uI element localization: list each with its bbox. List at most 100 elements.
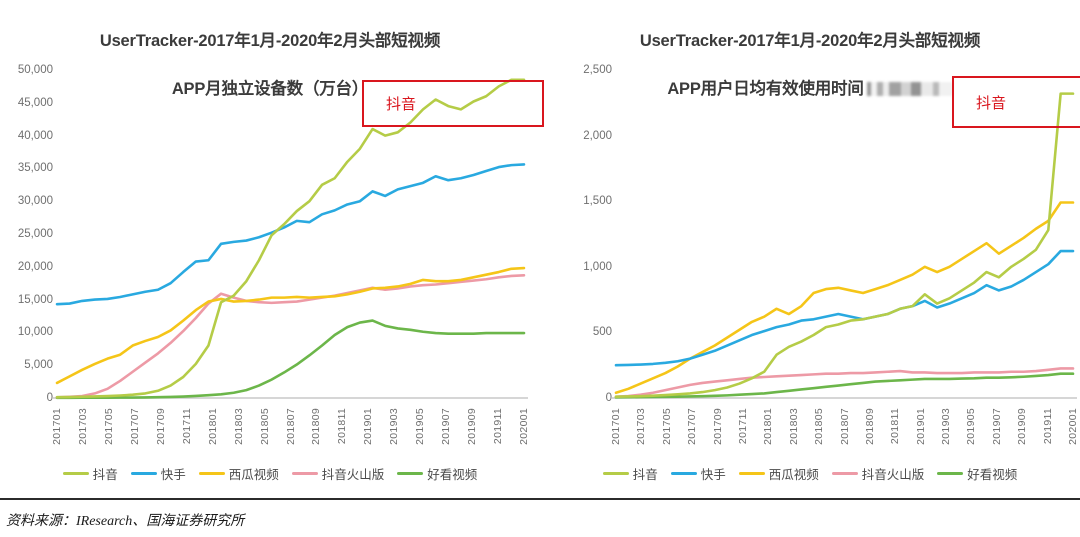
footer-divider bbox=[0, 498, 1080, 500]
legend-swatch bbox=[831, 471, 858, 476]
y-tick-label: 40,000 bbox=[17, 129, 53, 142]
y-tick-label: 1,000 bbox=[583, 260, 612, 273]
y-tick-label: 0 bbox=[46, 392, 53, 404]
legend-item[interactable]: 西瓜视频 bbox=[198, 464, 279, 483]
x-tick-label: 201809 bbox=[863, 408, 876, 445]
series-line bbox=[614, 367, 1075, 398]
legend-swatch bbox=[291, 471, 318, 476]
chart-title-left-line1: UserTracker-2017年1月-2020年2月头部短视频 bbox=[99, 31, 441, 50]
source-note: 资料来源：IResearch、国海证券研究所 bbox=[6, 514, 245, 529]
line-chart-left bbox=[53, 78, 528, 400]
series-line bbox=[55, 319, 526, 400]
x-tick-label: 201911 bbox=[492, 408, 505, 445]
x-tick-label: 201701 bbox=[610, 408, 622, 445]
legend-item[interactable]: 抖音 bbox=[602, 464, 658, 483]
chart-title-right-line2: APP用户日均有效使用时间 bbox=[667, 79, 864, 98]
x-tick-label: 201711 bbox=[736, 408, 749, 445]
legend-label: 快手 bbox=[700, 468, 726, 482]
x-tick-label: 201705 bbox=[660, 408, 673, 445]
legend-label: 好看视频 bbox=[967, 468, 1018, 482]
legend-label: 抖音 bbox=[92, 468, 118, 482]
line-chart-right bbox=[612, 92, 1077, 399]
x-tick-label: 201803 bbox=[787, 408, 800, 445]
x-tick-label: 201805 bbox=[258, 408, 271, 445]
y-tick-label: 30,000 bbox=[17, 195, 53, 208]
legend-swatch bbox=[937, 471, 964, 476]
legend-swatch bbox=[670, 471, 697, 476]
x-tick-label: 201801 bbox=[762, 408, 775, 445]
y-tick-label: 20,000 bbox=[17, 260, 53, 273]
x-tick-label: 201811 bbox=[889, 408, 902, 445]
legend-swatch bbox=[130, 471, 157, 476]
chart-title-left: UserTracker-2017年1月-2020年2月头部短视频 APP月独立设… bbox=[0, 6, 540, 102]
x-tick-label: 201903 bbox=[388, 408, 401, 445]
legend-item[interactable]: 好看视频 bbox=[397, 464, 477, 483]
x-tick-label: 201709 bbox=[711, 408, 724, 445]
legend-item[interactable]: 抖音火山版 bbox=[291, 464, 385, 483]
x-tick-label: 201711 bbox=[180, 408, 193, 445]
series-line bbox=[614, 201, 1075, 395]
y-axis-labels-right: 0 500 1,000 1,500 2,000 2,500 bbox=[546, 58, 616, 408]
y-tick-label: 45,000 bbox=[17, 96, 53, 109]
x-tick-label: 201805 bbox=[813, 408, 826, 445]
legend-label: 好看视频 bbox=[427, 468, 478, 482]
x-tick-label: 201703 bbox=[76, 408, 89, 445]
legend-swatch bbox=[397, 471, 424, 476]
legend-label: 西瓜视频 bbox=[768, 468, 819, 482]
x-tick-label: 201705 bbox=[102, 408, 115, 445]
y-tick-label: 50,000 bbox=[17, 64, 53, 76]
legend-label: 西瓜视频 bbox=[228, 468, 279, 482]
plot-area-right: 0 500 1,000 1,500 2,000 2,500 bbox=[540, 58, 1080, 408]
x-tick-label: 201905 bbox=[965, 408, 978, 445]
y-tick-label: 15,000 bbox=[17, 293, 53, 306]
x-tick-label: 201701 bbox=[51, 408, 63, 445]
x-tick-label: 201707 bbox=[128, 408, 141, 445]
x-tick-label: 201807 bbox=[284, 408, 297, 445]
legend-left: 抖音 快手 西瓜视频 抖音火山版 好看视频 bbox=[0, 464, 540, 483]
y-tick-label: 500 bbox=[592, 326, 612, 339]
x-tick-label: 201801 bbox=[206, 408, 219, 445]
x-tick-label: 201901 bbox=[914, 408, 927, 445]
legend-item[interactable]: 好看视频 bbox=[937, 464, 1017, 483]
series-line bbox=[55, 274, 526, 399]
legend-right: 抖音 快手 西瓜视频 抖音火山版 好看视频 bbox=[540, 464, 1080, 483]
chart-panel-left: UserTracker-2017年1月-2020年2月头部短视频 APP月独立设… bbox=[0, 0, 544, 496]
plot-area-left: 0 5,000 10,000 15,000 20,000 25,000 30,000 35,0… bbox=[0, 58, 540, 408]
y-axis-labels-left: 0 5,000 10,000 15,000 20,000 25,000 30,000 35,0… bbox=[5, 58, 57, 408]
legend-item[interactable]: 快手 bbox=[670, 464, 726, 483]
legend-label: 抖音 bbox=[632, 468, 658, 482]
x-tick-label: 201907 bbox=[990, 408, 1003, 445]
x-tick-label: 201903 bbox=[940, 408, 953, 445]
y-tick-label: 2,500 bbox=[583, 64, 612, 76]
chart-title-left-line2: APP月独立设备数（万台） bbox=[171, 79, 369, 98]
legend-item[interactable]: 抖音 bbox=[62, 464, 118, 483]
chart-title-right-line1: UserTracker-2017年1月-2020年2月头部短视频 bbox=[639, 31, 981, 50]
x-tick-label: 201905 bbox=[414, 408, 427, 445]
legend-swatch bbox=[738, 471, 765, 476]
legend-item[interactable]: 西瓜视频 bbox=[738, 464, 819, 483]
series-line bbox=[614, 249, 1075, 367]
x-tick-label: 201809 bbox=[310, 408, 323, 445]
charts-row: UserTracker-2017年1月-2020年2月头部短视频 APP月独立设… bbox=[0, 0, 1080, 496]
y-tick-label: 5,000 bbox=[24, 359, 53, 372]
series-line bbox=[55, 163, 526, 306]
legend-swatch bbox=[62, 471, 89, 476]
x-tick-label: 201703 bbox=[635, 408, 648, 445]
legend-label: 抖音火山版 bbox=[321, 468, 385, 482]
legend-item[interactable]: 抖音火山版 bbox=[831, 464, 925, 483]
y-tick-label: 25,000 bbox=[17, 228, 53, 240]
legend-swatch bbox=[602, 471, 629, 476]
legend-label: 抖音火山版 bbox=[861, 468, 925, 482]
series-line bbox=[55, 78, 526, 399]
x-axis-labels-left: 201701 201703 201705 201707 201709 201711 2018… bbox=[0, 408, 540, 466]
x-tick-label: 201911 bbox=[1041, 408, 1054, 445]
x-tick-label: 201803 bbox=[232, 408, 245, 445]
redacted-text-block bbox=[866, 81, 953, 96]
legend-item[interactable]: 快手 bbox=[130, 464, 186, 483]
x-tick-label: 201707 bbox=[686, 408, 699, 445]
x-tick-label: 201807 bbox=[838, 408, 851, 445]
x-tick-label: 201909 bbox=[1016, 408, 1029, 445]
series-line bbox=[614, 92, 1075, 398]
chart-title-right: UserTracker-2017年1月-2020年2月头部短视频 APP用户日均… bbox=[540, 6, 1080, 102]
